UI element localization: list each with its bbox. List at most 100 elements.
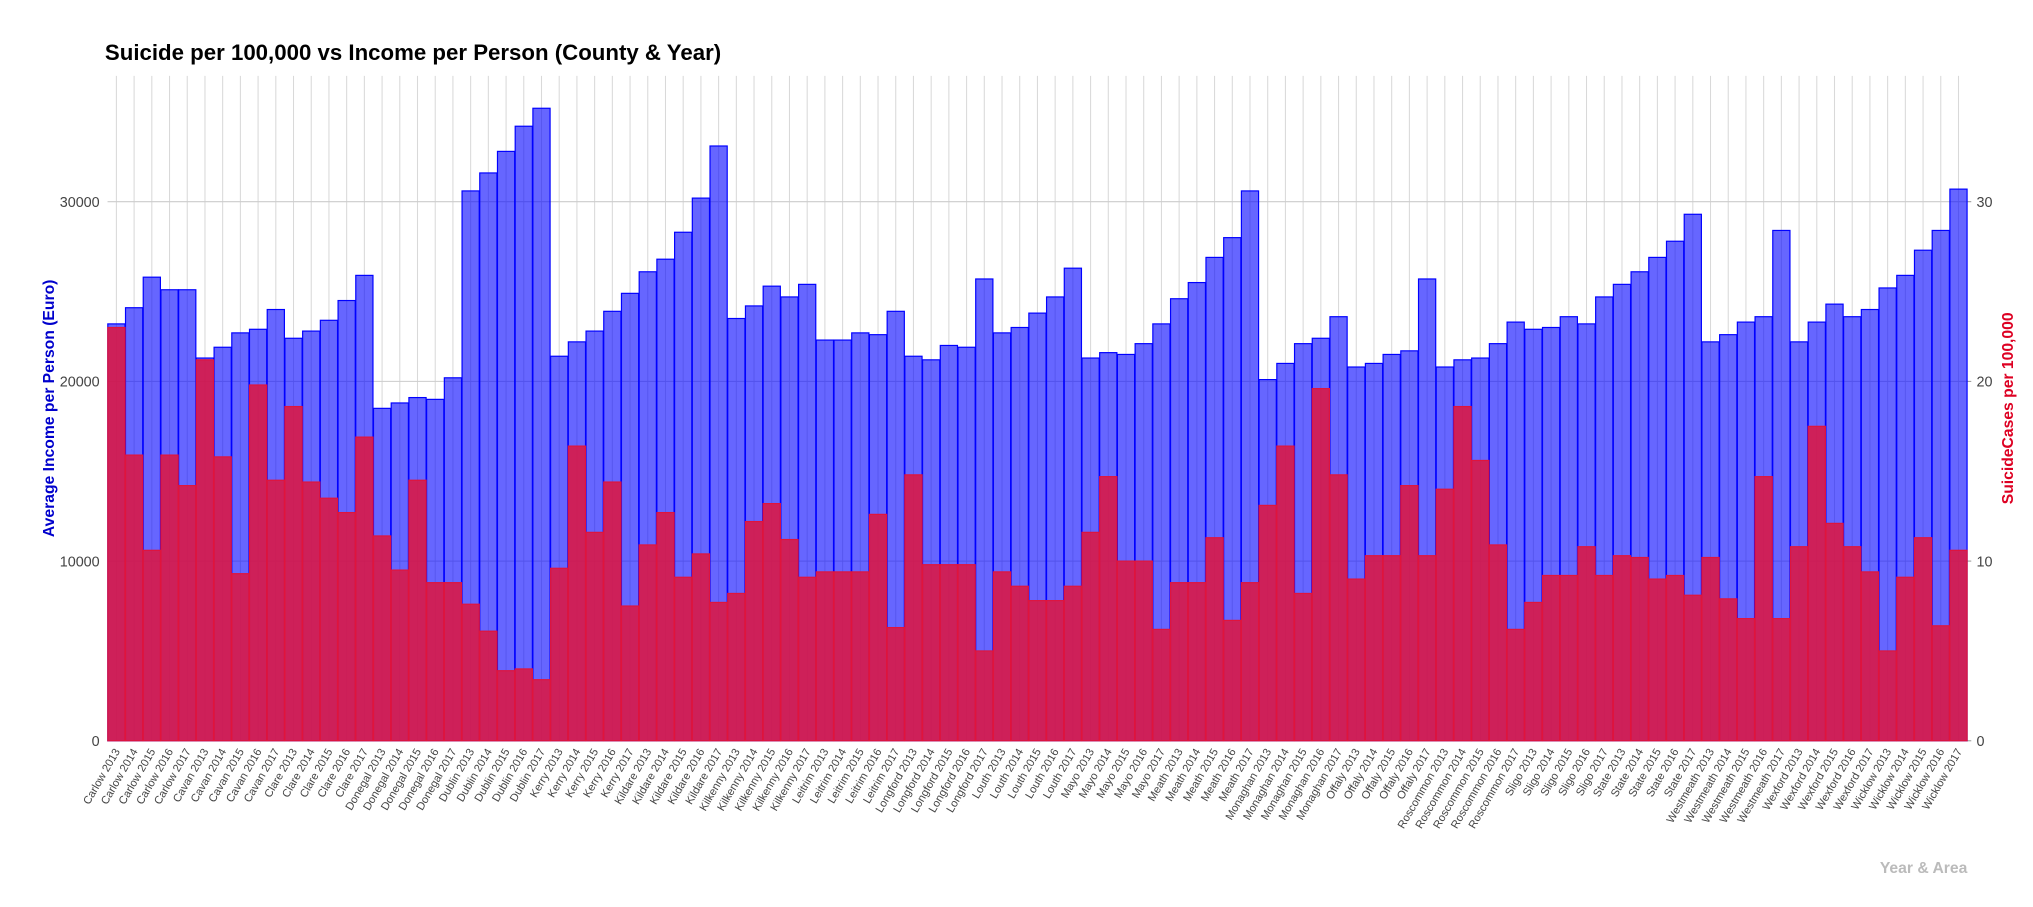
suicide-bar: [1364, 555, 1384, 742]
suicide-bar: [496, 670, 516, 742]
suicide-bar: [1028, 600, 1047, 742]
suicide-bar: [426, 582, 445, 742]
suicide-bar: [603, 481, 622, 742]
suicide-bar: [443, 582, 463, 742]
suicide-bar: [213, 456, 232, 742]
suicide-bar: [868, 513, 888, 742]
suicide-bar: [514, 668, 533, 742]
suicide-bar: [886, 626, 905, 742]
suicide-bar: [231, 573, 250, 742]
suicide-bar: [1187, 582, 1207, 742]
y2-axis-title: SuicideCases per 100,000: [2000, 312, 2017, 504]
suicide-bar: [1116, 560, 1136, 742]
y-axis-title: Average Income per Person (Euro): [41, 280, 58, 537]
suicide-bar: [744, 520, 764, 742]
y-tick-label: 10000: [60, 554, 100, 570]
suicide-bar: [1878, 650, 1897, 742]
chart-title: Suicide per 100,000 vs Income per Person…: [105, 40, 721, 65]
suicide-bar: [674, 576, 693, 742]
suicide-bar: [248, 384, 268, 742]
suicide-bar: [1701, 556, 1720, 742]
suicide-bar: [727, 592, 746, 742]
y-tick-label: 20000: [60, 375, 100, 391]
suicide-bar: [1223, 619, 1242, 742]
x-axis-title: Year & Area: [1880, 860, 1968, 877]
suicide-bar: [1807, 425, 1826, 742]
suicide-bar: [904, 474, 923, 742]
suicide-bar: [1772, 618, 1791, 742]
suicide-bar: [532, 679, 551, 742]
suicide-bar: [319, 497, 339, 742]
y-tick-label: 30000: [60, 195, 100, 211]
suicide-bar: [1169, 582, 1189, 742]
suicide-bar: [1931, 625, 1950, 742]
suicide-bar: [1276, 445, 1295, 742]
suicide-bar: [1559, 574, 1578, 742]
suicide-bar: [1045, 600, 1065, 742]
suicide-bar: [355, 436, 374, 742]
suicide-bar: [479, 630, 498, 742]
suicide-bar: [1719, 598, 1738, 742]
suicide-bar: [1949, 549, 1968, 742]
suicide-bar: [1240, 582, 1260, 742]
suicide-bar: [1311, 387, 1331, 742]
suicide-bar: [1453, 405, 1472, 742]
suicide-bar: [1612, 555, 1632, 742]
suicide-bar: [461, 603, 480, 742]
suicide-bar: [1488, 544, 1508, 742]
suicide-bar: [1258, 504, 1277, 742]
suicide-bar: [390, 569, 409, 742]
suicide-bar: [1843, 546, 1862, 742]
suicide-bar: [1860, 571, 1880, 742]
suicide-bar: [1736, 618, 1756, 742]
suicide-bar: [178, 485, 197, 742]
suicide-bar: [142, 549, 162, 742]
suicide-bar: [975, 650, 994, 742]
suicide-bar: [1577, 546, 1596, 742]
suicide-bar: [656, 511, 675, 742]
suicide-bar: [1630, 556, 1649, 742]
suicide-bar: [1205, 537, 1224, 742]
y2-tick-label: 20: [1977, 375, 1993, 391]
suicide-bar: [1754, 476, 1773, 742]
y-tick-label: 0: [92, 734, 100, 750]
suicide-bar: [585, 531, 604, 742]
suicide-bar: [851, 571, 870, 742]
suicide-bar: [372, 535, 392, 742]
suicide-bar: [1896, 576, 1915, 742]
suicide-bar: [939, 564, 959, 742]
suicide-bar: [1010, 585, 1029, 742]
suicide-bar: [638, 544, 657, 742]
suicide-bar: [1400, 485, 1419, 742]
suicide-bar: [691, 553, 711, 742]
suicide-bar: [1789, 546, 1809, 742]
suicide-bar: [1506, 628, 1525, 742]
income-bar: [496, 150, 516, 742]
suicide-bar: [797, 576, 817, 742]
suicide-bar: [1063, 585, 1083, 742]
suicide-bar: [1665, 574, 1685, 742]
suicide-bar: [709, 601, 728, 742]
suicide-bar: [921, 564, 941, 742]
suicide-bar: [160, 454, 179, 742]
suicide-bar: [957, 564, 976, 742]
suicide-bar: [1648, 578, 1667, 742]
y2-tick-label: 30: [1977, 195, 1993, 211]
suicide-bar: [124, 454, 144, 742]
suicide-bar: [567, 445, 587, 742]
suicide-bar: [780, 538, 799, 742]
y2-tick-label: 10: [1977, 554, 1993, 570]
suicide-bar: [1435, 488, 1455, 742]
suicide-bar: [1683, 594, 1702, 742]
suicide-bar: [107, 326, 126, 742]
suicide-bar: [1347, 578, 1366, 742]
suicide-bar: [337, 511, 356, 742]
y2-tick-label: 0: [1977, 734, 1985, 750]
suicide-bar: [1329, 474, 1348, 742]
suicide-bar: [284, 405, 303, 742]
suicide-bar: [815, 571, 835, 742]
suicide-bar: [1382, 555, 1401, 742]
suicide-bar: [1293, 592, 1313, 742]
